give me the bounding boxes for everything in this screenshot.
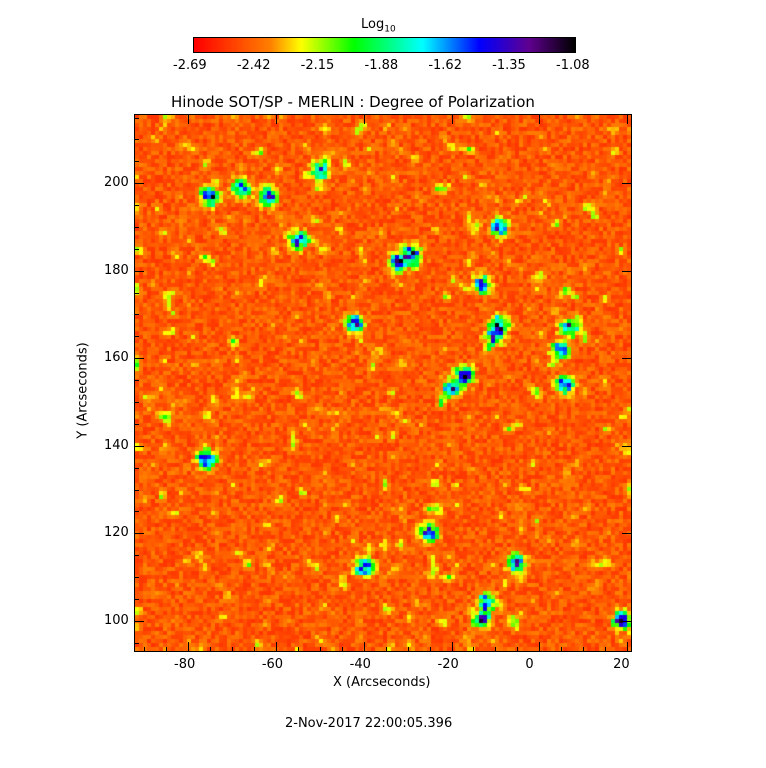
colorbar-tick-label: -2.69 [173, 58, 207, 73]
x-minor-tick [561, 647, 563, 652]
y-minor-tick [134, 423, 139, 425]
y-tick [134, 183, 144, 185]
y-tick-right [622, 358, 632, 360]
colorbar-tick-label: -2.42 [236, 58, 271, 73]
x-minor-tick [166, 647, 168, 652]
colorbar-label: Log10 [361, 17, 396, 35]
x-minor-tick [605, 647, 607, 652]
x-minor-tick [385, 647, 387, 652]
x-tick-top [188, 114, 190, 124]
y-minor-tick [134, 555, 139, 557]
x-minor-tick [517, 647, 519, 652]
colorbar [193, 37, 576, 53]
x-tick-label: -20 [437, 657, 459, 672]
y-tick-label: 120 [104, 525, 129, 541]
y-minor-tick [134, 511, 139, 513]
y-minor-tick [134, 139, 139, 141]
x-tick-label: -80 [174, 657, 196, 672]
y-tick-label: 140 [104, 437, 129, 453]
y-minor-tick [134, 161, 139, 163]
x-tick [363, 642, 365, 652]
x-tick-top [539, 114, 541, 124]
y-minor-tick [134, 117, 139, 119]
x-tick [275, 642, 277, 652]
x-minor-tick [209, 647, 211, 652]
x-tick-top [451, 114, 453, 124]
y-minor-tick [134, 292, 139, 294]
colorbar-tick-label: -1.88 [364, 58, 399, 73]
y-minor-tick [134, 642, 139, 644]
y-tick-right [622, 620, 632, 622]
colorbar-tick-label: -2.15 [300, 58, 335, 73]
y-tick-label: 100 [104, 612, 129, 628]
x-minor-tick [297, 647, 299, 652]
x-minor-tick [231, 647, 233, 652]
x-tick-top [363, 114, 365, 124]
x-tick-label: 20 [613, 657, 630, 672]
x-minor-tick [495, 647, 497, 652]
y-minor-tick [134, 599, 139, 601]
x-tick-label: -60 [261, 657, 284, 672]
y-minor-tick [134, 314, 139, 316]
colorbar-tick-label: -1.08 [556, 58, 590, 73]
y-minor-tick [134, 380, 139, 382]
x-minor-tick [583, 647, 585, 652]
chart-title: Hinode SOT/SP - MERLIN : Degree of Polar… [171, 93, 535, 111]
y-tick [134, 270, 144, 272]
y-tick [134, 358, 144, 360]
y-minor-tick [134, 248, 139, 250]
y-tick-label: 160 [104, 350, 129, 366]
y-minor-tick [134, 205, 139, 207]
x-minor-tick [407, 647, 409, 652]
x-minor-tick [319, 647, 321, 652]
x-tick [627, 642, 629, 652]
x-tick-label: 0 [525, 657, 534, 672]
y-tick [134, 445, 144, 447]
x-tick-label: -40 [349, 657, 371, 672]
x-minor-tick [429, 647, 431, 652]
y-tick-label: 180 [104, 262, 129, 278]
x-minor-tick [473, 647, 475, 652]
x-tick [188, 642, 190, 652]
y-tick-right [622, 183, 632, 185]
colorbar-tick-label: -1.35 [492, 58, 526, 73]
y-tick-label: 200 [104, 175, 129, 191]
y-tick-right [622, 533, 632, 535]
y-minor-tick [134, 226, 139, 228]
x-minor-tick [341, 647, 343, 652]
x-minor-tick [253, 647, 255, 652]
x-tick [451, 642, 453, 652]
colorbar-tick-label: -1.62 [428, 58, 462, 73]
y-tick-right [622, 445, 632, 447]
y-axis-label: Y (Arcseconds) [75, 342, 91, 439]
polarization-heatmap [135, 115, 631, 651]
x-tick-top [275, 114, 277, 124]
x-tick-top [627, 114, 629, 124]
heatmap-plot-area [134, 114, 632, 652]
y-minor-tick [134, 489, 139, 491]
y-tick [134, 620, 144, 622]
y-tick [134, 533, 144, 535]
y-minor-tick [134, 336, 139, 338]
x-axis-label: X (Arcseconds) [333, 675, 431, 690]
y-minor-tick [134, 402, 139, 404]
y-minor-tick [134, 467, 139, 469]
timestamp-footer: 2-Nov-2017 22:00:05.396 [285, 716, 453, 731]
y-minor-tick [134, 577, 139, 579]
x-tick [539, 642, 541, 652]
y-tick-right [622, 270, 632, 272]
x-minor-tick [144, 647, 146, 652]
